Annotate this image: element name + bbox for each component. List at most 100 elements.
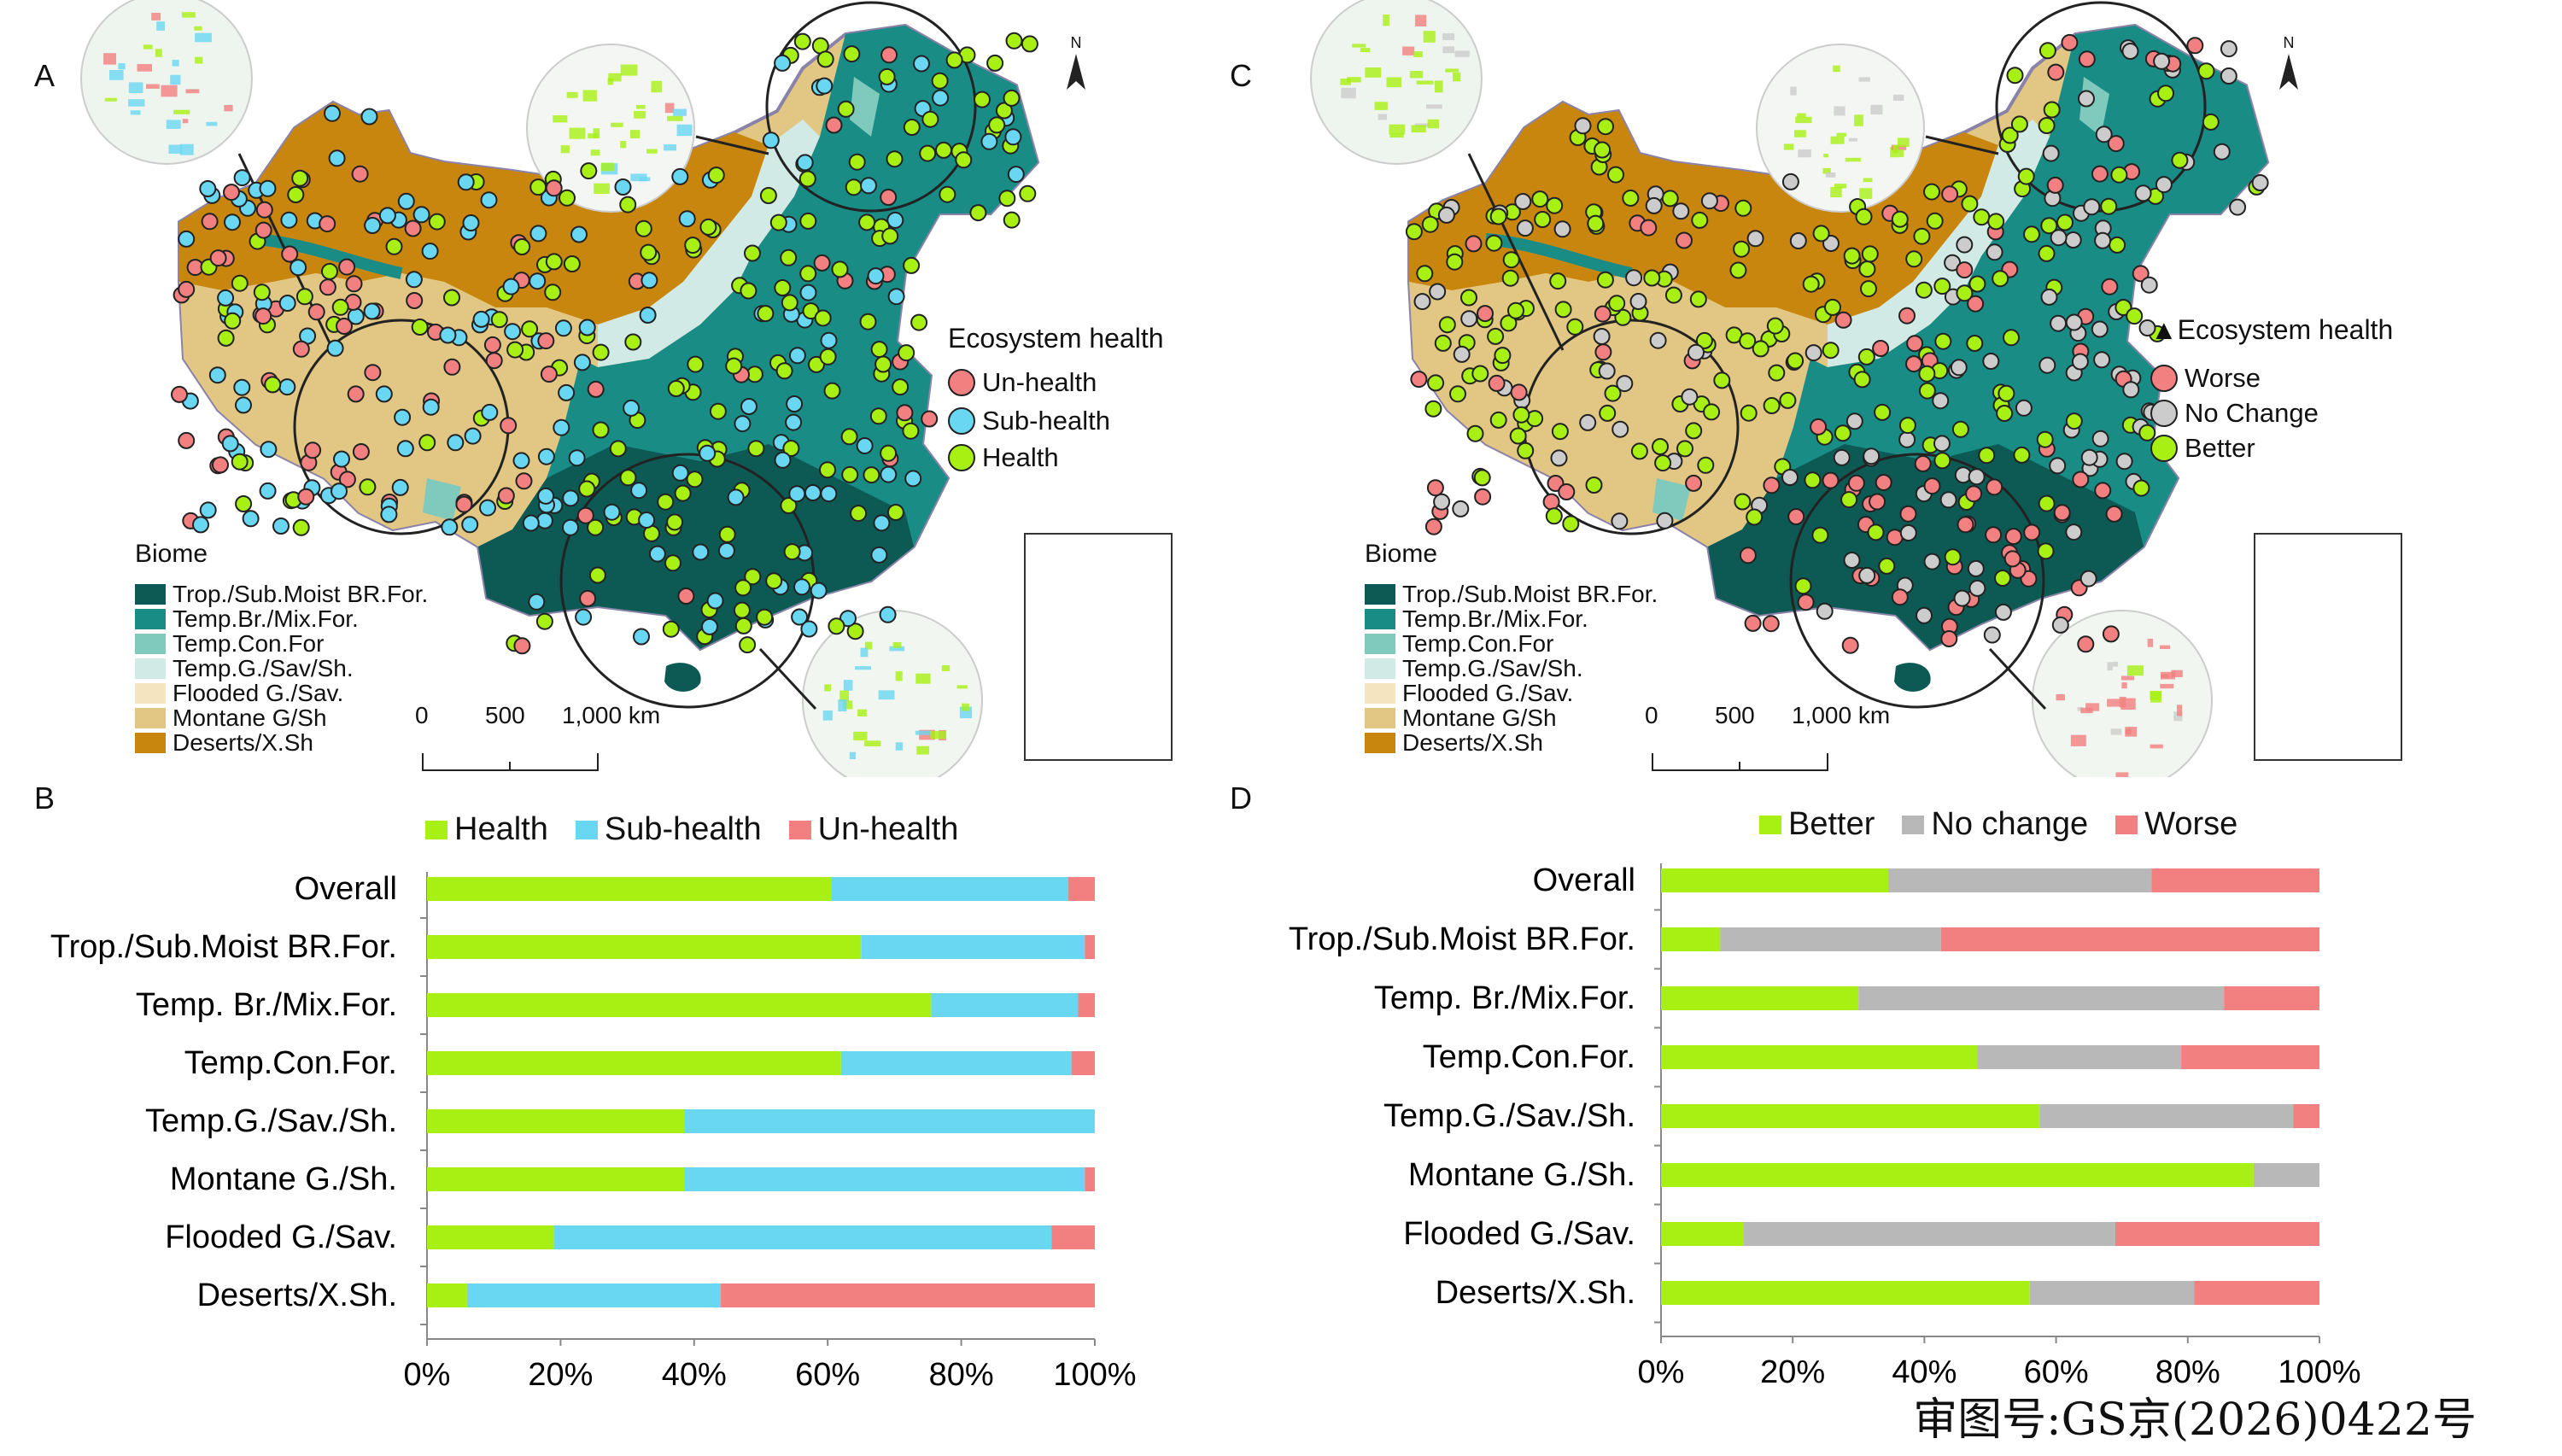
site-dot (1926, 212, 1944, 230)
site-dot (2023, 225, 2040, 243)
site-dot (1697, 456, 1715, 474)
site-dot (1752, 340, 1769, 358)
bar-segment-no-change (1743, 1222, 2115, 1246)
inset-patch (1863, 178, 1873, 183)
site-dot (295, 288, 313, 306)
site-dot (529, 225, 547, 243)
site-dot (253, 284, 271, 301)
site-dot (1676, 440, 1693, 458)
category-label: Montane G./Sh. (1408, 1157, 1635, 1193)
site-dot (1956, 236, 1974, 254)
site-dot (480, 191, 498, 209)
inset-patch (156, 21, 165, 31)
site-dot (554, 319, 572, 337)
grassland-belt (1828, 120, 2050, 367)
site-dot (939, 185, 956, 203)
site-dot (1944, 548, 1962, 566)
inset-patch (2085, 703, 2100, 711)
bar-segment-health (427, 935, 862, 959)
site-dot (1840, 491, 1858, 509)
site-dot (707, 167, 725, 184)
site-dot (701, 617, 718, 635)
site-dot (1858, 260, 1876, 278)
site-dot (1676, 231, 1693, 249)
site-dot (544, 284, 562, 301)
site-dot (578, 319, 596, 336)
inset-patch (1830, 136, 1845, 144)
inset-patch (676, 124, 693, 137)
site-dot (2121, 43, 2139, 60)
bar-segment-health (427, 993, 932, 1017)
inset-patch (1427, 119, 1439, 129)
site-dot (1986, 478, 2003, 496)
site-dot (1957, 516, 1974, 534)
inset-patch (2112, 661, 2119, 667)
biome-swatch (135, 584, 166, 605)
site-dot (2050, 314, 2068, 332)
site-dot (881, 227, 899, 245)
inset-circle-south (2032, 610, 2213, 777)
site-dot (1905, 250, 1923, 268)
legend-label: Better (2185, 433, 2255, 463)
site-dot (259, 179, 277, 197)
inset-patch (822, 710, 833, 721)
site-dot (1507, 301, 1524, 319)
site-dot (1843, 552, 1861, 569)
site-dot (1611, 512, 1629, 530)
site-dot (2094, 231, 2112, 249)
site-dot (1941, 185, 1959, 203)
site-dot (648, 545, 666, 563)
site-dot (856, 437, 874, 454)
category-label: Temp. Br./Mix.For. (136, 987, 397, 1023)
inset-patch (593, 128, 600, 138)
site-dot (2065, 412, 2083, 430)
site-dot (1933, 452, 1951, 470)
lake-region (1485, 233, 1633, 279)
site-dot (235, 396, 252, 414)
category-label: Temp.Con.For. (1423, 1039, 1635, 1075)
site-dot (378, 207, 396, 225)
site-dot (1599, 404, 1617, 422)
site-dot (1500, 314, 1518, 332)
inset-patch (109, 70, 124, 80)
site-dot (512, 452, 530, 470)
x-tick-label: 100% (2278, 1354, 2360, 1390)
site-dot (264, 376, 282, 394)
site-dot (521, 320, 539, 338)
site-dot (886, 504, 904, 521)
site-dot (1729, 261, 1747, 279)
site-dot (336, 318, 353, 335)
inset-patch (915, 673, 931, 684)
site-dot (848, 153, 866, 171)
site-dot (1713, 371, 1731, 389)
x-tick-label: 60% (2024, 1354, 2089, 1390)
bar-segment-un-health (1085, 1167, 1095, 1191)
site-dot (338, 258, 356, 276)
site-dot (734, 617, 752, 634)
site-dot (718, 525, 736, 543)
site-dot (579, 589, 597, 607)
site-dot (178, 230, 196, 248)
bar-segment-better (1661, 1281, 2030, 1305)
site-dot (1918, 382, 1936, 400)
site-dot (1596, 271, 1614, 289)
site-dot (980, 132, 998, 150)
site-dot (1438, 316, 1456, 334)
site-dot (666, 513, 684, 531)
site-dot (1703, 403, 1721, 421)
x-tick-label: 0% (1638, 1354, 1685, 1390)
site-dot (1607, 166, 1624, 184)
site-dot (1797, 594, 1815, 611)
inset-patch (2121, 682, 2127, 689)
site-dot (858, 213, 876, 231)
site-dot (1973, 208, 1991, 226)
site-dot (364, 364, 382, 382)
site-dot (804, 484, 822, 501)
biome-label: Temp.G./Sav/Sh. (173, 655, 354, 681)
site-dot (359, 478, 377, 496)
site-dot (375, 385, 393, 403)
category-label: Temp.G./Sav./Sh. (145, 1103, 397, 1139)
site-dot (974, 91, 991, 108)
legend-dot (2150, 365, 2178, 392)
inset-patch (2150, 744, 2163, 749)
